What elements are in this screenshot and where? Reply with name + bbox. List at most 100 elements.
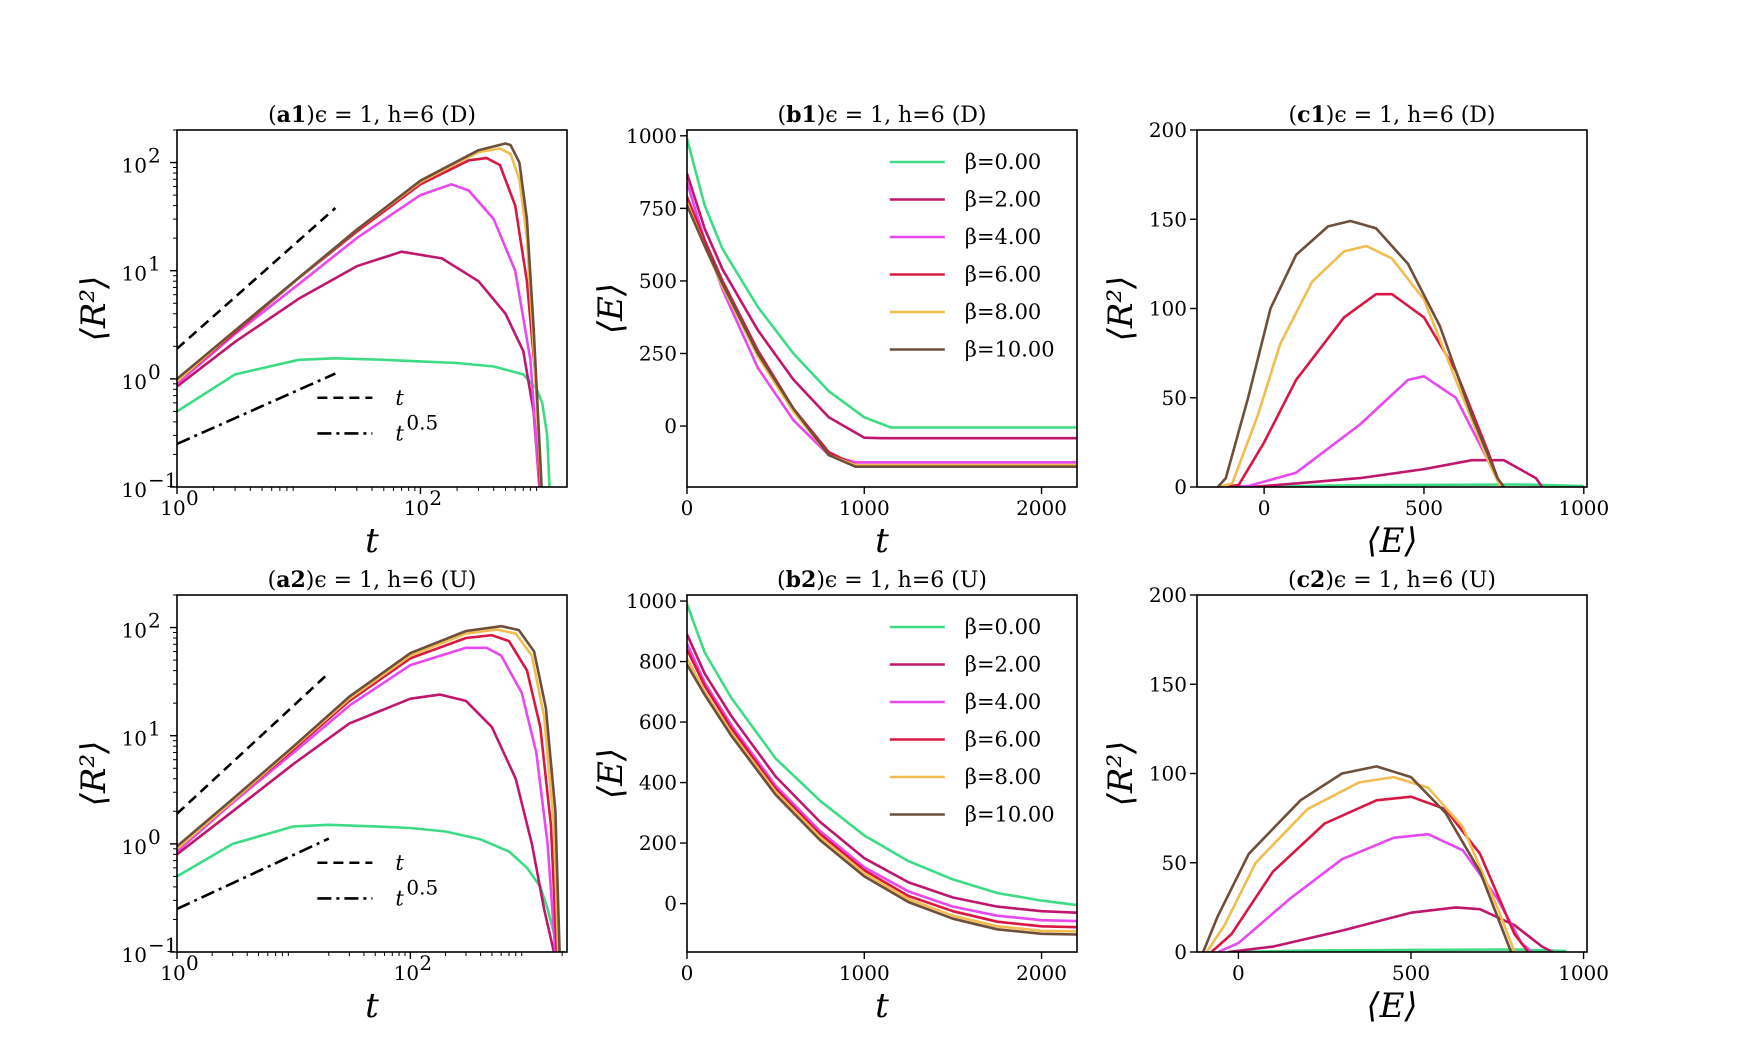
panel-a2: tt 0.510 0 10 210 −110 010 110 2(a2)ϵ = 1, h=6 (… bbox=[74, 567, 568, 1026]
y-tick-label: 10 bbox=[122, 943, 147, 967]
panel-title: (b2)ϵ = 1, h=6 (U) bbox=[777, 567, 987, 593]
y-tick-label: 150 bbox=[1149, 672, 1187, 696]
x-tick-label: 1000 bbox=[839, 961, 890, 985]
x-tick-label: 0 bbox=[681, 961, 694, 985]
x-tick-label: 2000 bbox=[1016, 961, 1067, 985]
series-group bbox=[177, 142, 551, 487]
series-line-beta-10-00 bbox=[687, 663, 1077, 936]
y-tick-label: 10 bbox=[122, 478, 147, 502]
series-group bbox=[177, 624, 565, 952]
legend-label-t05-exponent: 0.5 bbox=[406, 875, 438, 899]
x-tick-label: 0 bbox=[1258, 496, 1271, 520]
x-tick-label: 10 bbox=[160, 496, 185, 520]
title-rest: ϵ = 1, h=6 (D) bbox=[1334, 103, 1495, 128]
legend-label-beta-0-00: β=0.00 bbox=[965, 615, 1042, 639]
x-tick-label: 1000 bbox=[1558, 496, 1609, 520]
series-line-beta-0-00 bbox=[687, 138, 1077, 429]
series-line-beta-0-00 bbox=[177, 823, 565, 952]
title-rest: ϵ = 1, h=6 (U) bbox=[825, 568, 987, 593]
title-panel-id: a2 bbox=[276, 567, 306, 593]
y-tick-label: 50 bbox=[1162, 851, 1187, 875]
y-tick-label: 10 bbox=[122, 619, 147, 643]
series-line-beta-10-00 bbox=[687, 204, 1077, 469]
x-tick-exponent: 2 bbox=[429, 486, 442, 510]
series-group bbox=[1201, 765, 1567, 952]
x-tick-label: 1000 bbox=[839, 496, 890, 520]
y-axis-label: ⟨R²⟩ bbox=[74, 276, 114, 342]
y-tick-label: 50 bbox=[1162, 386, 1187, 410]
panel-a1: tt 0.510 0 10 210 −110 010 110 2(a1)ϵ = 1, h=6 (… bbox=[74, 102, 568, 561]
y-tick-label: 10 bbox=[122, 262, 147, 286]
y-tick-exponent: 0 bbox=[148, 360, 161, 384]
panel-title: (a2)ϵ = 1, h=6 (U) bbox=[268, 567, 477, 593]
title-paren-close: ) bbox=[1326, 103, 1335, 128]
panel-title: (c2)ϵ = 1, h=6 (U) bbox=[1288, 567, 1496, 593]
title-panel-id: c2 bbox=[1297, 567, 1326, 593]
series-line-beta-2-00 bbox=[177, 250, 541, 487]
legend-label-beta-2-00: β=2.00 bbox=[965, 188, 1042, 212]
title-paren-close: ) bbox=[816, 568, 825, 593]
x-axis-label: ⟨E⟩ bbox=[1366, 986, 1417, 1026]
axes-frame bbox=[686, 129, 1078, 488]
y-tick-label: 100 bbox=[1149, 297, 1187, 321]
y-tick-exponent: 1 bbox=[148, 717, 161, 741]
y-tick-label: 750 bbox=[639, 196, 677, 220]
y-tick-label: 1000 bbox=[626, 124, 677, 148]
series-line-beta-10-00 bbox=[1216, 219, 1505, 487]
series-line-beta-8-00 bbox=[1205, 775, 1516, 952]
panel-title: (a1)ϵ = 1, h=6 (D) bbox=[268, 102, 476, 128]
legend-label-t05: t bbox=[395, 886, 404, 910]
panel-title: (c1)ϵ = 1, h=6 (D) bbox=[1288, 102, 1495, 128]
y-tick-exponent: −1 bbox=[148, 468, 177, 492]
series-line-beta-8-00 bbox=[177, 628, 560, 952]
series-line-beta-2-00 bbox=[177, 693, 556, 952]
title-rest: ϵ = 1, h=6 (U) bbox=[314, 568, 476, 593]
y-tick-label: 500 bbox=[639, 269, 677, 293]
series-line-beta-2-00 bbox=[1251, 458, 1544, 487]
series-group bbox=[1216, 219, 1584, 487]
panel-title: (b1)ϵ = 1, h=6 (D) bbox=[777, 102, 986, 128]
title-panel-id: b2 bbox=[786, 567, 817, 593]
y-axis-label: ⟨E⟩ bbox=[591, 748, 631, 799]
x-tick-exponent: 2 bbox=[419, 951, 432, 975]
y-tick-label: 400 bbox=[639, 771, 677, 795]
y-tick-label: 10 bbox=[122, 154, 147, 178]
legend-label-beta-8-00: β=8.00 bbox=[965, 765, 1042, 789]
reference-line-dashdot bbox=[177, 372, 336, 446]
x-tick-label: 1000 bbox=[1558, 961, 1609, 985]
series-line-beta-2-00 bbox=[687, 173, 1077, 440]
x-axis-label: ⟨E⟩ bbox=[1366, 521, 1417, 561]
axes-frame bbox=[1196, 129, 1588, 488]
legend-label-beta-2-00: β=2.00 bbox=[965, 653, 1042, 677]
panel-c1: 0 500 1000 0 50 100 150 200 (c1)ϵ = 1, h=6 (D) ⟨E… bbox=[1101, 102, 1609, 561]
series-line-beta-0-00 bbox=[1236, 948, 1567, 952]
y-tick-label: 200 bbox=[1149, 583, 1187, 607]
series-line-beta-4-00 bbox=[687, 642, 1077, 923]
x-tick-label: 500 bbox=[1405, 496, 1443, 520]
title-rest: ϵ = 1, h=6 (U) bbox=[1334, 568, 1496, 593]
series-line-beta-8-00 bbox=[687, 657, 1077, 933]
legend-label-beta-4-00: β=4.00 bbox=[965, 225, 1042, 249]
title-paren-open: ( bbox=[777, 103, 786, 128]
title-panel-id: b1 bbox=[786, 102, 817, 128]
reference-line-dashed bbox=[177, 672, 330, 815]
legend-label-beta-6-00: β=6.00 bbox=[965, 263, 1042, 287]
y-tick-exponent: 2 bbox=[148, 609, 161, 633]
y-tick-label: 0 bbox=[1174, 475, 1187, 499]
title-panel-id: a1 bbox=[277, 102, 307, 128]
title-paren-close: ) bbox=[306, 568, 315, 593]
title-paren-open: ( bbox=[268, 568, 277, 593]
x-axis-label: t bbox=[365, 521, 379, 561]
x-tick-label: 0 bbox=[1232, 961, 1245, 985]
x-axis-label: t bbox=[365, 986, 379, 1026]
series-line-beta-4-00 bbox=[1224, 374, 1502, 487]
y-tick-label: 200 bbox=[639, 831, 677, 855]
x-axis-label: t bbox=[875, 521, 889, 561]
series-line-beta-0-00 bbox=[177, 356, 551, 487]
series-line-beta-2-00 bbox=[1227, 906, 1554, 952]
y-axis-label: ⟨E⟩ bbox=[591, 283, 631, 334]
y-tick-label: 800 bbox=[639, 650, 677, 674]
axes-frame bbox=[176, 594, 568, 953]
title-paren-close: ) bbox=[306, 103, 315, 128]
series-line-beta-4-00 bbox=[177, 646, 557, 952]
